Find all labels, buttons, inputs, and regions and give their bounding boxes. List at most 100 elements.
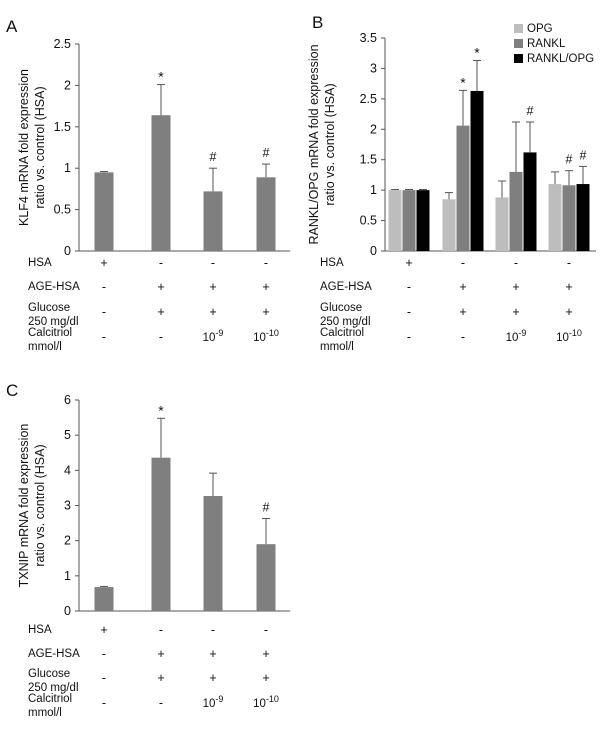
y-tick-label: 1 bbox=[64, 569, 71, 583]
cond-label-age-hsa: AGE-HSA bbox=[320, 281, 372, 293]
bar-rankl-opg bbox=[523, 152, 537, 251]
cond-label-hsa: HSA bbox=[28, 624, 52, 636]
cond-hsa-value: - bbox=[211, 623, 215, 637]
y-tick-label: 0 bbox=[370, 244, 377, 258]
legend-label: RANKL bbox=[527, 38, 566, 50]
cond-age-hsa-value: + bbox=[209, 647, 216, 661]
cond-glucose-value: + bbox=[209, 305, 216, 319]
cond-glucose-value: + bbox=[565, 305, 572, 319]
cond-label-glucose: Glucose bbox=[320, 302, 362, 314]
cond-glucose-value: + bbox=[459, 305, 466, 319]
y-tick-label: 2 bbox=[64, 78, 71, 92]
y-tick-label: 6 bbox=[64, 393, 71, 407]
cond-label-glucose: Glucose bbox=[28, 302, 70, 314]
cond-label-glucose-unit: 250 mg/dl bbox=[28, 682, 79, 694]
y-tick-label: 1 bbox=[370, 183, 377, 197]
cond-calcitriol-value: 10-9 bbox=[203, 328, 224, 344]
cond-calcitriol-value: - bbox=[461, 330, 465, 344]
significance-hash: # bbox=[527, 104, 534, 118]
cond-hsa-value: - bbox=[159, 256, 163, 270]
significance-hash: # bbox=[566, 153, 573, 167]
exponent: -9 bbox=[215, 694, 223, 704]
panel-letter: B bbox=[312, 13, 323, 32]
cond-age-hsa-value: + bbox=[459, 280, 466, 294]
cond-calcitriol-value: - bbox=[159, 330, 163, 344]
significance-hash: # bbox=[263, 146, 270, 160]
y-axis-label: RANKL/OPG mRNA fold expression bbox=[307, 44, 321, 244]
legend-label: OPG bbox=[527, 23, 553, 35]
y-tick-label: 1.5 bbox=[360, 153, 377, 167]
bar-opg bbox=[495, 197, 509, 251]
bar bbox=[94, 172, 114, 251]
cond-calcitriol-value: 10-10 bbox=[253, 328, 279, 344]
cond-glucose-value: - bbox=[407, 305, 411, 319]
panel-a: A 0 0.5 1 1.5 2 2.5 KLF4 mRNA fold expression ra… bbox=[6, 17, 290, 353]
bar bbox=[203, 191, 223, 251]
bar-rankl-opg bbox=[576, 184, 590, 251]
y-tick-label: 0 bbox=[64, 244, 71, 258]
cond-glucose-value: + bbox=[209, 671, 216, 685]
legend-label: RANKL/OPG bbox=[527, 53, 594, 65]
bar-opg bbox=[388, 190, 402, 251]
cond-label-age-hsa: AGE-HSA bbox=[28, 648, 80, 660]
significance-hash: # bbox=[580, 148, 587, 162]
cond-label-calcitriol: Calcitriol bbox=[28, 693, 72, 705]
cond-calcitriol-value: 10-9 bbox=[506, 328, 527, 344]
significance-hash: # bbox=[263, 501, 270, 515]
cond-calcitriol-value: 10-10 bbox=[556, 328, 582, 344]
cond-label-glucose-unit: 250 mg/dl bbox=[320, 316, 371, 328]
bar-opg bbox=[442, 199, 456, 251]
y-tick-label: 2.5 bbox=[54, 37, 71, 51]
exponent: -10 bbox=[569, 328, 582, 338]
cond-age-hsa-value: + bbox=[512, 280, 519, 294]
bar-rankl bbox=[509, 171, 523, 251]
y-tick-label: 3 bbox=[370, 61, 377, 75]
cond-hsa-value: + bbox=[405, 256, 412, 270]
exponent: -10 bbox=[266, 328, 279, 338]
cond-label-age-hsa: AGE-HSA bbox=[28, 281, 80, 293]
y-tick-label: 5 bbox=[64, 428, 71, 442]
cond-label-calcitriol: Calcitriol bbox=[320, 327, 364, 339]
bar bbox=[151, 457, 171, 611]
significance-star: * bbox=[158, 402, 164, 418]
y-tick-label: 2 bbox=[370, 122, 377, 136]
legend-swatch bbox=[514, 39, 523, 48]
significance-star: * bbox=[460, 74, 466, 90]
cond-hsa-value: - bbox=[159, 623, 163, 637]
cond-glucose-value: - bbox=[102, 305, 106, 319]
panel-letter: A bbox=[6, 17, 18, 36]
y-tick-label: 3.5 bbox=[360, 31, 377, 45]
y-axis-label: ratio vs. control (HSA) bbox=[33, 444, 47, 566]
bar-rankl bbox=[562, 185, 576, 251]
y-tick-label: 0.5 bbox=[360, 214, 377, 228]
y-axis-label: ratio vs. control (HSA) bbox=[323, 83, 337, 205]
bar bbox=[151, 115, 171, 251]
panel-letter: C bbox=[6, 381, 18, 400]
cond-label-calcitriol-unit: mmol/l bbox=[28, 341, 62, 353]
cond-hsa-value: - bbox=[211, 256, 215, 270]
cond-label-calcitriol-unit: mmol/l bbox=[28, 707, 62, 719]
cond-label-glucose: Glucose bbox=[28, 668, 70, 680]
y-tick-label: 2.5 bbox=[360, 92, 377, 106]
cond-age-hsa-value: + bbox=[157, 647, 164, 661]
exponent: -9 bbox=[518, 328, 526, 338]
cond-glucose-value: - bbox=[102, 671, 106, 685]
y-tick-label: 4 bbox=[64, 463, 71, 477]
panel-c: C 0 1 2 3 4 5 6 TXNIP mRNA fold expression ratio … bbox=[6, 381, 290, 719]
y-tick-label: 1.5 bbox=[54, 120, 71, 134]
cond-calcitriol-value: 10-10 bbox=[253, 694, 279, 710]
cond-age-hsa-value: + bbox=[565, 280, 572, 294]
cond-glucose-value: + bbox=[512, 305, 519, 319]
cond-age-hsa-value: + bbox=[209, 280, 216, 294]
bar-rankl-opg bbox=[470, 90, 484, 252]
cond-glucose-value: + bbox=[262, 671, 269, 685]
cond-age-hsa-value: - bbox=[102, 647, 106, 661]
cond-glucose-value: + bbox=[157, 671, 164, 685]
cond-age-hsa-value: + bbox=[157, 280, 164, 294]
cond-calcitriol-value: - bbox=[102, 330, 106, 344]
panel-b: B 0 0.5 1 1.5 2 2.5 3 3.5 RANKL/OPG mRNA fold exp… bbox=[307, 13, 596, 353]
cond-hsa-value: - bbox=[264, 623, 268, 637]
cond-hsa-value: + bbox=[100, 256, 107, 270]
y-axis-label: TXNIP mRNA fold expression bbox=[17, 424, 31, 588]
